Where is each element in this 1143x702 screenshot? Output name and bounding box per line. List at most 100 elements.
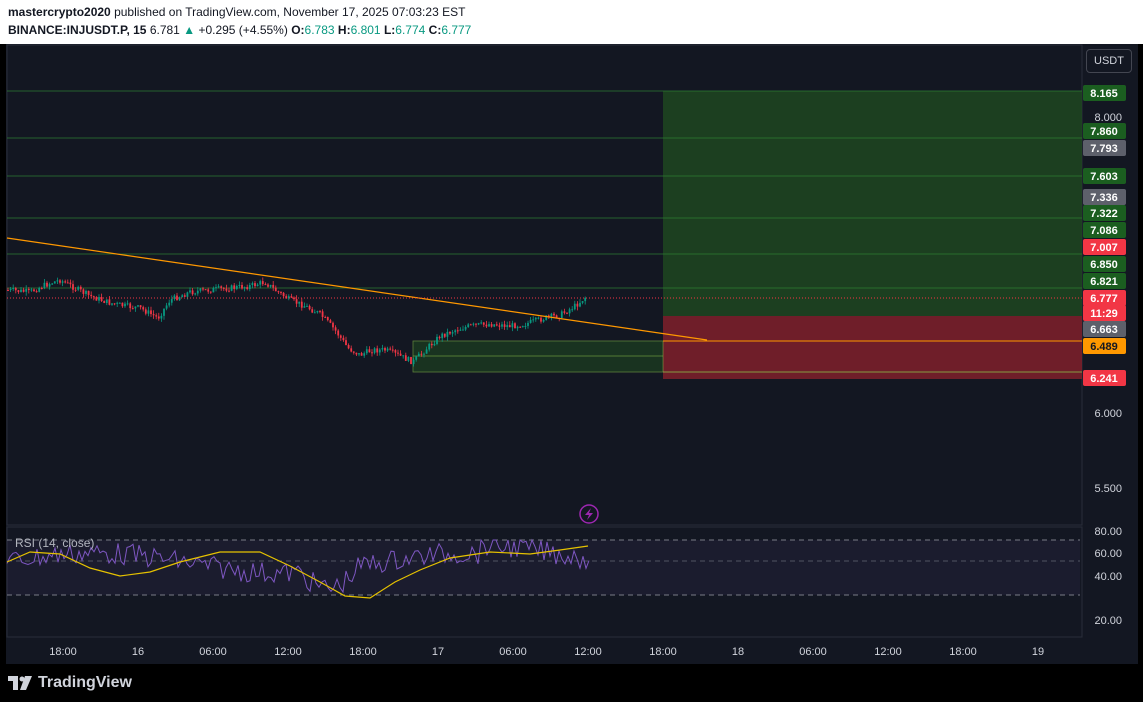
currency-button[interactable]: USDT (1086, 49, 1132, 73)
candle-body (61, 281, 64, 283)
price-tag (1083, 123, 1126, 139)
candle-body (46, 282, 48, 287)
profit-zone[interactable] (663, 91, 1082, 316)
candle-body (303, 306, 306, 308)
candle-body (384, 348, 386, 351)
candle-body (311, 309, 314, 313)
candle-body (220, 286, 223, 288)
candle-body (443, 333, 446, 337)
author-name[interactable]: mastercrypto2020 (8, 5, 111, 19)
price-tick-label: 6.000 (1094, 408, 1122, 420)
price-axis[interactable]: 8.000 6.000 5.500 (1094, 112, 1122, 495)
candle-body (147, 310, 150, 314)
candle-body (506, 325, 509, 327)
tradingview-logo[interactable]: TradingView (8, 674, 132, 692)
candle-body (394, 350, 397, 353)
candle-body (386, 348, 389, 351)
candle-body (105, 299, 108, 303)
candle-body (139, 305, 142, 308)
candle-body (563, 311, 566, 313)
candle-body (365, 349, 368, 354)
candle-body (412, 359, 415, 365)
candle-body (212, 287, 215, 293)
candle-body (199, 288, 202, 291)
candle-body (66, 282, 69, 284)
symbol-name[interactable]: BINANCE:INJUSDT.P, 15 (8, 23, 147, 37)
candle-body (459, 329, 462, 331)
candle-body (111, 303, 113, 305)
candle-body (33, 289, 35, 292)
candle-body (537, 317, 540, 319)
lightning-icon[interactable] (579, 504, 599, 524)
candle-body (7, 290, 9, 291)
candle-body (568, 309, 571, 314)
candle-body (451, 332, 454, 334)
candle-body (462, 329, 464, 331)
candle-body (324, 316, 327, 318)
candle-body (108, 299, 111, 305)
price-tag-label: 6.241 (1090, 373, 1118, 385)
candle-body (495, 324, 498, 326)
candle-body (391, 349, 394, 351)
candle-body (363, 353, 366, 356)
candle-body (202, 288, 204, 290)
price-tag-label: 6.777 (1090, 293, 1118, 305)
candle-body (137, 305, 139, 307)
candle-body (469, 324, 472, 326)
rsi-axis[interactable]: 80.00 60.00 40.00 20.00 (1094, 526, 1122, 627)
open-value: 6.783 (304, 23, 335, 37)
time-tick-label: 06:00 (799, 646, 827, 658)
candle-body (480, 322, 483, 324)
candle-body (519, 326, 522, 328)
candle-body (316, 311, 319, 313)
candle-body (547, 315, 550, 317)
candle-body (87, 290, 90, 295)
candle-body (555, 315, 558, 318)
candle-body (121, 302, 124, 307)
candle-body (475, 323, 477, 325)
rsi-tick-label: 40.00 (1094, 571, 1122, 583)
time-axis[interactable]: 18:00 16 06:00 12:00 18:00 17 06:00 12:00 18:00 1… (49, 646, 1044, 658)
candle-body (246, 287, 249, 290)
candle-body (173, 295, 176, 299)
candle-body (368, 349, 371, 353)
candle-body (170, 298, 173, 303)
price-tag-label: 7.322 (1090, 208, 1118, 220)
candle-body (573, 303, 576, 310)
candle-body (428, 343, 431, 350)
candle-body (256, 284, 259, 287)
candle-body (467, 324, 470, 327)
candle-body (168, 302, 171, 306)
publish-info: mastercrypto2020 published on TradingVie… (8, 5, 465, 19)
time-tick-label: 19 (1032, 646, 1044, 658)
time-tick-label: 18 (732, 646, 744, 658)
price-tag (1083, 189, 1126, 205)
price-tag-label: 6.821 (1090, 276, 1118, 288)
candles (7, 277, 587, 367)
candle-body (326, 317, 329, 321)
candle-body (329, 320, 332, 323)
candle-body (183, 295, 186, 297)
low-label: L: (383, 23, 396, 37)
candle-body (319, 311, 321, 313)
rsi-label[interactable]: RSI (14, close) (15, 536, 95, 550)
candle-body (566, 312, 568, 314)
candle-body (306, 305, 308, 307)
candle-body (488, 324, 490, 327)
loss-zone[interactable] (663, 316, 1082, 379)
candle-body (274, 287, 277, 292)
trend-line[interactable] (6, 237, 708, 341)
candle-body (12, 288, 15, 290)
candle-body (209, 291, 212, 293)
candle-body (313, 312, 316, 314)
last-price: 6.781 (149, 23, 180, 37)
candle-body (194, 293, 197, 295)
candle-body (472, 323, 475, 325)
entry-box[interactable] (412, 340, 664, 373)
price-tag-label: 7.086 (1090, 225, 1118, 237)
rsi-pane[interactable] (6, 526, 1083, 638)
candle-body (407, 356, 410, 361)
candle-body (542, 320, 545, 322)
candle-body (389, 348, 392, 350)
